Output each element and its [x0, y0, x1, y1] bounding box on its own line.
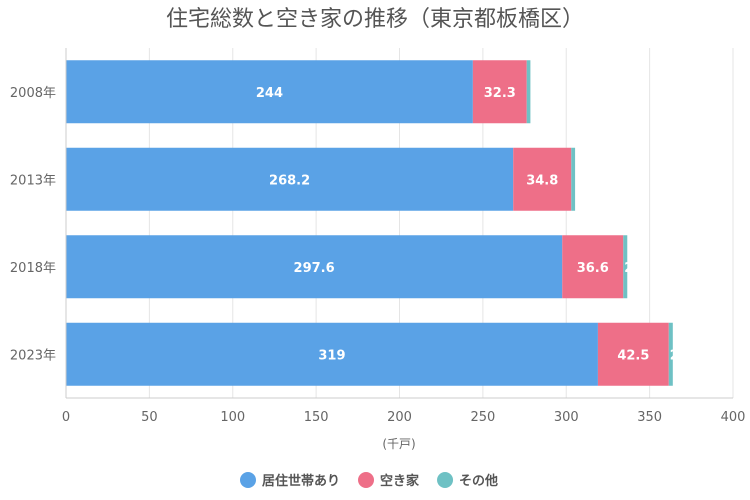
data-label: 42.5: [617, 348, 649, 363]
y-tick-label: 2018年: [10, 261, 56, 276]
chart-title: 住宅総数と空き家の推移（東京都板橋区）: [166, 7, 584, 32]
bars: 244 32.3 268.2 34.8 297.6 36.6 2 319 42.5 2.: [66, 60, 684, 386]
x-axis-label: (千戸): [382, 437, 415, 451]
data-label: 268.2: [269, 173, 310, 188]
data-label: 244: [256, 86, 283, 101]
bar-segment: [66, 322, 598, 386]
legend-label: 空き家: [380, 473, 420, 489]
data-label: 2: [624, 261, 633, 276]
legend-swatch: [358, 472, 375, 488]
data-label: 319: [318, 348, 345, 363]
legend-swatch: [240, 472, 256, 488]
bar-segment: [472, 60, 527, 124]
data-label: 36.6: [577, 261, 609, 276]
y-tick-label: 2013年: [10, 173, 56, 188]
x-tick-label: 400: [721, 410, 746, 425]
bar-segment: [66, 60, 473, 124]
x-tick-label: 250: [470, 410, 495, 425]
x-tick-label: 50: [141, 410, 158, 425]
legend-swatch: [437, 472, 454, 488]
bar-segment: [513, 147, 572, 211]
bar-segment: [668, 322, 673, 386]
x-tick-label: 0: [62, 410, 70, 425]
x-tick-label: 150: [304, 410, 329, 425]
data-label: 2.: [670, 348, 684, 363]
bar-segment: [623, 235, 628, 299]
bar-segment: [526, 60, 531, 124]
y-tick-label: 2008年: [10, 86, 56, 101]
bar-segment: [571, 147, 576, 211]
y-tick-label: 2023年: [10, 348, 56, 363]
legend: 居住世帯あり 空き家 その他: [240, 472, 498, 489]
axes: 0 50 100 150 200 250 300 350 400 2008年 2013年 2018年 2…: [10, 48, 746, 425]
x-tick-label: 100: [220, 410, 245, 425]
bar-segment: [66, 147, 514, 211]
bar-segment: [562, 235, 624, 299]
bar-segment: [597, 322, 669, 386]
data-label: 34.8: [526, 173, 558, 188]
legend-label: その他: [459, 473, 498, 489]
x-tick-label: 350: [637, 410, 662, 425]
x-tick-label: 200: [387, 410, 412, 425]
data-label: 297.6: [294, 261, 335, 276]
bar-segment: [66, 235, 563, 299]
legend-label: 居住世帯あり: [262, 473, 340, 489]
x-tick-label: 300: [554, 410, 579, 425]
data-label: 32.3: [484, 86, 516, 101]
